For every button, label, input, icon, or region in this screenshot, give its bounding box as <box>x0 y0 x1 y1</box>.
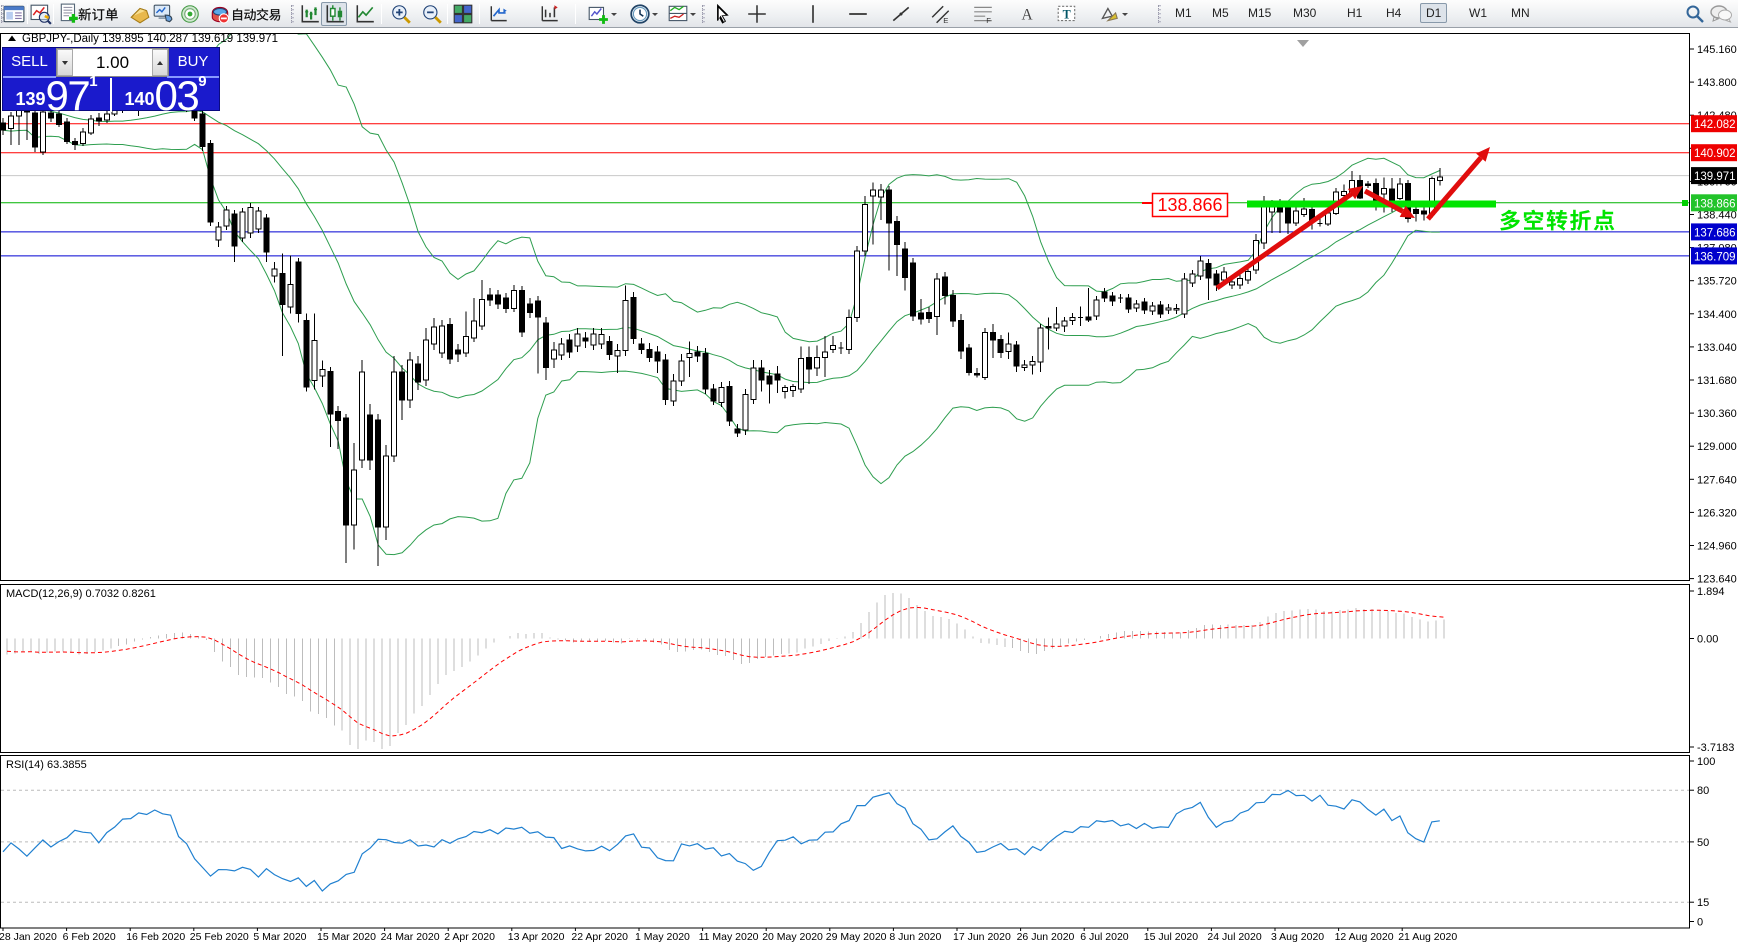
svg-text:100: 100 <box>1697 756 1715 768</box>
svg-text:139.971: 139.971 <box>1694 171 1736 183</box>
svg-text:MACD(12,26,9) 0.7032 0.8261: MACD(12,26,9) 0.7032 0.8261 <box>6 588 156 600</box>
svg-text:24 Mar 2020: 24 Mar 2020 <box>381 931 440 943</box>
svg-text:1.894: 1.894 <box>1697 586 1725 598</box>
svg-text:133.040: 133.040 <box>1697 342 1737 354</box>
svg-text:134.400: 134.400 <box>1697 309 1737 321</box>
svg-text:6 Jul 2020: 6 Jul 2020 <box>1080 931 1129 943</box>
svg-text:126.320: 126.320 <box>1697 507 1737 519</box>
svg-text:T: T <box>1063 7 1071 21</box>
svg-text:A: A <box>1022 7 1033 24</box>
svg-text:124.960: 124.960 <box>1697 541 1737 553</box>
svg-text:138.866: 138.866 <box>1157 195 1222 215</box>
svg-text:129.000: 129.000 <box>1697 441 1737 453</box>
svg-text:6 Feb 2020: 6 Feb 2020 <box>63 931 116 943</box>
svg-text:8 Jun 2020: 8 Jun 2020 <box>889 931 941 943</box>
svg-text:E: E <box>943 16 948 25</box>
svg-text:142.082: 142.082 <box>1694 119 1736 131</box>
svg-text:50: 50 <box>1697 837 1709 849</box>
svg-text:123.640: 123.640 <box>1697 574 1737 586</box>
svg-text:F: F <box>986 16 991 25</box>
svg-text:135.720: 135.720 <box>1697 276 1737 288</box>
svg-text:-3.7183: -3.7183 <box>1697 742 1734 754</box>
svg-text:15 Jul 2020: 15 Jul 2020 <box>1144 931 1198 943</box>
svg-text:26 Jun 2020: 26 Jun 2020 <box>1017 931 1075 943</box>
svg-text:145.160: 145.160 <box>1697 44 1737 56</box>
svg-text:25 Feb 2020: 25 Feb 2020 <box>190 931 249 943</box>
svg-text:1 May 2020: 1 May 2020 <box>635 931 690 943</box>
svg-text:127.640: 127.640 <box>1697 474 1737 486</box>
svg-text:12 Aug 2020: 12 Aug 2020 <box>1335 931 1394 943</box>
svg-text:0: 0 <box>1697 917 1703 929</box>
svg-text:GBPJPY-,Daily 139.895 140.287: GBPJPY-,Daily 139.895 140.287 139.619 13… <box>22 33 278 45</box>
svg-text:22 Apr 2020: 22 Apr 2020 <box>571 931 628 943</box>
svg-text:5 Mar 2020: 5 Mar 2020 <box>253 931 306 943</box>
svg-text:13 Apr 2020: 13 Apr 2020 <box>508 931 565 943</box>
svg-text:20 May 2020: 20 May 2020 <box>762 931 823 943</box>
svg-text:29 May 2020: 29 May 2020 <box>826 931 887 943</box>
svg-text:RSI(14) 63.3855: RSI(14) 63.3855 <box>6 759 87 771</box>
svg-text:17 Jun 2020: 17 Jun 2020 <box>953 931 1011 943</box>
svg-text:15: 15 <box>1697 897 1709 909</box>
svg-text:11 May 2020: 11 May 2020 <box>699 931 759 943</box>
svg-text:28 Jan 2020: 28 Jan 2020 <box>0 931 57 943</box>
svg-text:80: 80 <box>1697 785 1709 797</box>
svg-text:131.680: 131.680 <box>1697 375 1737 387</box>
svg-text:16 Feb 2020: 16 Feb 2020 <box>126 931 185 943</box>
svg-text:21 Aug 2020: 21 Aug 2020 <box>1398 931 1457 943</box>
svg-text:140.902: 140.902 <box>1694 148 1736 160</box>
svg-text:2 Apr 2020: 2 Apr 2020 <box>444 931 495 943</box>
svg-text:130.360: 130.360 <box>1697 408 1737 420</box>
svg-text:136.709: 136.709 <box>1694 251 1736 263</box>
svg-text:24 Jul 2020: 24 Jul 2020 <box>1207 931 1261 943</box>
svg-text:138.440: 138.440 <box>1697 210 1737 222</box>
svg-text:137.686: 137.686 <box>1694 227 1736 239</box>
svg-text:138.866: 138.866 <box>1694 198 1736 210</box>
svg-text:3 Aug 2020: 3 Aug 2020 <box>1271 931 1324 943</box>
svg-text:0.00: 0.00 <box>1697 634 1718 646</box>
svg-text:143.800: 143.800 <box>1697 77 1737 89</box>
svg-text:15 Mar 2020: 15 Mar 2020 <box>317 931 376 943</box>
